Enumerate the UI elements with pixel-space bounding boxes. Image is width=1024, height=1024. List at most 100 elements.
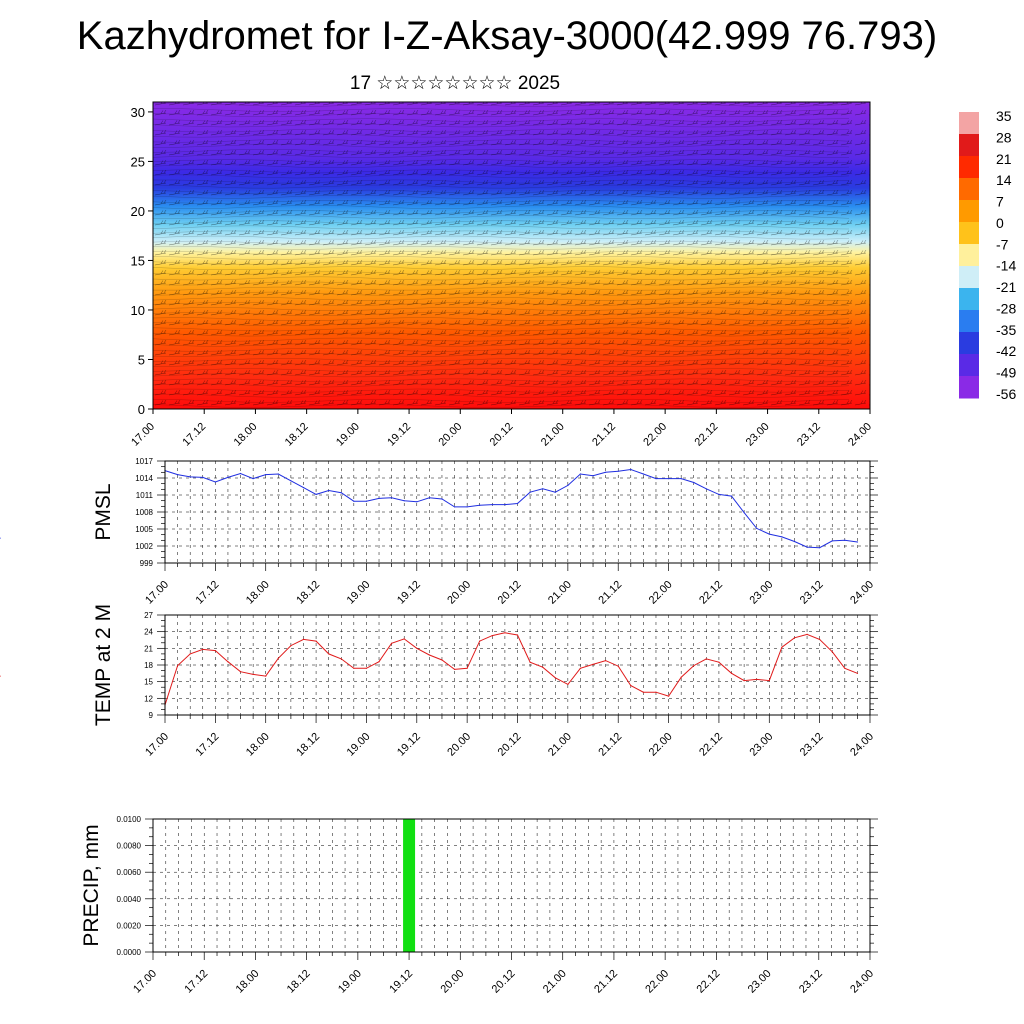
contour-line xyxy=(153,220,850,225)
contour-line xyxy=(153,128,850,133)
y-tick-label: 1002 xyxy=(135,542,153,551)
x-tick-label: 23.00 xyxy=(744,421,772,449)
contour-line xyxy=(153,184,850,189)
contour-line xyxy=(153,154,850,158)
data-point xyxy=(252,673,254,676)
colorbar-label: -14 xyxy=(996,258,1016,274)
data-point xyxy=(781,646,783,648)
contour-line xyxy=(153,133,850,138)
data-point xyxy=(290,645,292,647)
data-point xyxy=(680,478,682,480)
colorbar-label: 28 xyxy=(996,129,1012,145)
colorbar-label: -28 xyxy=(996,300,1016,316)
data-point xyxy=(239,671,242,673)
contour-line xyxy=(153,179,850,184)
data-point xyxy=(353,667,355,669)
contour-line xyxy=(153,353,850,357)
contour-line xyxy=(153,322,850,327)
x-tick-label: 19.00 xyxy=(336,968,364,996)
data-point xyxy=(290,480,292,482)
x-tick-label: 23.12 xyxy=(797,968,825,996)
x-tick-label: 17.12 xyxy=(194,731,222,759)
x-tick-label: 22.00 xyxy=(647,731,675,759)
data-point xyxy=(781,536,783,538)
data-point xyxy=(554,491,556,493)
y-tick-label: 15 xyxy=(144,678,153,687)
contour-line xyxy=(153,230,850,235)
data-point xyxy=(856,541,859,543)
data-point xyxy=(642,473,645,475)
data-point xyxy=(202,648,204,651)
contour-line xyxy=(153,317,850,321)
contour-line xyxy=(153,404,850,408)
data-point xyxy=(617,665,619,667)
x-tick-label: 20.00 xyxy=(445,731,473,759)
data-point xyxy=(743,680,745,682)
cross-section-panel: 0 5 10 15 20 25 30 17.00 17.12 18.00 18.12 19.00 19.… xyxy=(129,101,874,449)
data-point xyxy=(340,658,342,660)
data-point xyxy=(542,488,544,490)
chart-title: Kazhydromet for I-Z-Aksay-3000(42.999 76… xyxy=(76,14,938,58)
data-point xyxy=(844,667,846,669)
x-tick-label: 19.12 xyxy=(395,579,423,607)
y-tick-label: 20 xyxy=(131,204,145,219)
data-point xyxy=(189,476,191,478)
x-tick-label: 21.00 xyxy=(546,731,574,759)
precip-panel: 0.0000 0.0020 0.0040 0.0060 0.0080 0.0100 17.0… xyxy=(80,815,878,996)
x-tick-label: 19.00 xyxy=(334,421,362,449)
contour-line xyxy=(153,195,850,199)
y-tick-label: 9 xyxy=(149,711,154,720)
contour-line xyxy=(153,164,850,168)
x-tick-label: 22.12 xyxy=(697,731,725,759)
contour-line xyxy=(153,358,850,362)
colorbar-swatch xyxy=(959,332,979,355)
y-tick-label: 1011 xyxy=(136,491,154,500)
y-tick-label: 24 xyxy=(144,628,153,637)
colorbar-swatch xyxy=(959,288,979,311)
colorbar-label: 7 xyxy=(996,194,1004,210)
data-point xyxy=(630,685,632,687)
contour-line xyxy=(153,378,850,383)
data-point xyxy=(416,501,418,503)
colorbar-swatch xyxy=(959,200,979,223)
y-tick-label: 0.0020 xyxy=(117,921,142,930)
y-tick-label: 0.0080 xyxy=(117,842,142,851)
y-tick-label: 15 xyxy=(131,253,145,268)
data-point xyxy=(378,497,380,499)
series-line xyxy=(164,632,858,706)
colorbar-swatch xyxy=(959,222,979,245)
data-point xyxy=(202,476,204,478)
data-point xyxy=(806,633,808,636)
data-point xyxy=(177,665,179,667)
data-point xyxy=(567,683,569,686)
chart-subtitle: 17 ☆☆☆☆☆☆☆☆ 2025 xyxy=(349,73,561,94)
y-tick-label: 21 xyxy=(144,644,153,653)
y-tick-label: 5 xyxy=(138,352,145,367)
contour-line xyxy=(153,266,850,270)
x-tick-label: 22.12 xyxy=(697,579,725,607)
x-tick-label: 21.12 xyxy=(596,579,624,607)
y-axis-label: PRECIP, mm xyxy=(80,824,103,946)
y-axis-label: TEMP at 2 M xyxy=(92,604,115,726)
x-tick-label: 24.00 xyxy=(848,731,876,759)
contour-line xyxy=(153,373,850,378)
data-point xyxy=(705,488,707,490)
x-tick-label: 18.12 xyxy=(285,968,313,996)
colorbar-label: -42 xyxy=(996,343,1016,359)
data-point xyxy=(655,691,657,693)
y-tick-label: 1008 xyxy=(135,508,153,517)
data-point xyxy=(403,500,405,502)
colorbar-label: -49 xyxy=(996,365,1016,381)
data-point xyxy=(265,675,267,677)
x-tick-label: 18.12 xyxy=(294,579,322,607)
x-tick-label: 17.12 xyxy=(194,579,222,607)
y-tick-label: 1014 xyxy=(135,474,153,483)
contour-line xyxy=(153,286,850,291)
data-point xyxy=(454,668,456,671)
y-tick-label: 0.0100 xyxy=(117,815,142,824)
x-tick-label: 23.00 xyxy=(747,579,775,607)
contour-line xyxy=(153,251,850,255)
data-point xyxy=(239,472,242,475)
colorbar-swatch xyxy=(959,310,979,333)
contour-line xyxy=(153,123,850,128)
